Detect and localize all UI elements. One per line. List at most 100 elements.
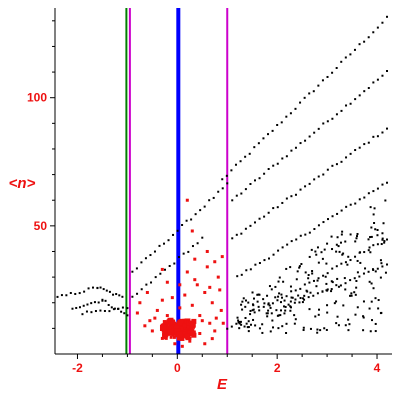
- red-point: [145, 290, 149, 294]
- black-point: [187, 250, 190, 253]
- black-point: [337, 324, 340, 327]
- black-point: [136, 292, 139, 295]
- black-point: [367, 249, 370, 252]
- red-point: [205, 249, 209, 253]
- black-point: [349, 294, 352, 297]
- black-point: [126, 314, 129, 317]
- black-point: [353, 277, 356, 280]
- red-point: [190, 229, 194, 233]
- black-point: [331, 215, 334, 218]
- black-point: [290, 149, 293, 152]
- black-point: [344, 240, 347, 243]
- black-point: [341, 253, 344, 256]
- black-point: [105, 289, 108, 292]
- red-point: [198, 314, 202, 318]
- black-point: [304, 271, 307, 274]
- red-point: [185, 270, 189, 274]
- black-point: [371, 319, 374, 322]
- black-point: [279, 301, 282, 304]
- black-point: [115, 293, 118, 296]
- black-point: [362, 316, 365, 319]
- black-point: [226, 327, 229, 330]
- black-point: [276, 314, 279, 317]
- red-point: [214, 316, 218, 320]
- black-point: [383, 240, 386, 243]
- black-point: [372, 244, 375, 247]
- black-point: [78, 306, 81, 309]
- black-point: [331, 267, 334, 270]
- black-point: [339, 284, 342, 287]
- black-point: [317, 277, 320, 280]
- red-point: [183, 329, 187, 333]
- ticks-layer: -2 0 2 4 50 100: [27, 20, 381, 375]
- red-point: [193, 278, 197, 282]
- black-point: [253, 179, 256, 182]
- black-point: [349, 53, 352, 56]
- y-axis-label: <n>: [9, 175, 36, 192]
- black-point: [262, 305, 265, 308]
- axes-layer: [54, 8, 392, 355]
- black-point: [268, 257, 271, 260]
- black-point: [362, 315, 365, 318]
- black-point: [291, 296, 294, 299]
- black-point: [297, 294, 300, 297]
- black-point: [380, 243, 383, 246]
- black-point: [190, 218, 193, 221]
- black-point: [348, 323, 351, 326]
- black-point: [283, 305, 286, 308]
- red-point: [135, 311, 139, 315]
- black-point: [276, 123, 279, 126]
- black-point: [299, 297, 302, 300]
- black-point: [131, 295, 134, 298]
- red-point: [219, 308, 223, 312]
- black-point: [309, 327, 312, 330]
- black-point: [344, 324, 347, 327]
- black-point: [81, 313, 84, 316]
- black-point: [230, 169, 233, 172]
- black-point: [287, 303, 290, 306]
- black-point: [312, 90, 315, 93]
- black-point: [272, 253, 275, 256]
- black-point: [311, 272, 314, 275]
- black-point: [253, 221, 256, 224]
- black-point: [379, 259, 382, 262]
- vertical-lines-layer: [125, 8, 229, 354]
- black-point: [363, 251, 366, 254]
- red-point: [150, 329, 154, 333]
- black-point: [326, 288, 329, 291]
- black-point: [322, 173, 325, 176]
- black-point: [322, 122, 325, 125]
- black-point: [344, 56, 347, 59]
- red-point: [190, 322, 196, 328]
- black-point: [341, 230, 344, 233]
- black-point: [331, 117, 334, 120]
- black-point: [299, 234, 302, 237]
- black-point: [294, 193, 297, 196]
- red-point: [213, 260, 217, 264]
- red-point: [193, 257, 197, 261]
- black-point: [381, 21, 384, 24]
- black-point: [239, 320, 242, 323]
- black-point: [212, 196, 215, 199]
- black-point: [94, 310, 97, 313]
- black-point: [372, 213, 375, 216]
- black-point: [235, 322, 238, 325]
- red-point: [172, 335, 176, 339]
- black-point: [285, 332, 288, 335]
- black-point: [369, 251, 372, 254]
- black-point: [263, 215, 266, 218]
- black-point: [285, 115, 288, 118]
- black-point: [258, 177, 261, 180]
- black-point: [258, 217, 261, 220]
- black-point: [381, 238, 384, 241]
- black-point: [316, 246, 319, 249]
- black-point: [307, 274, 310, 277]
- black-point: [299, 188, 302, 191]
- black-point: [347, 255, 350, 258]
- black-point: [74, 292, 77, 295]
- black-point: [108, 310, 111, 313]
- black-point: [376, 135, 379, 138]
- black-point: [290, 290, 293, 293]
- red-point: [200, 319, 204, 323]
- black-point: [367, 141, 370, 144]
